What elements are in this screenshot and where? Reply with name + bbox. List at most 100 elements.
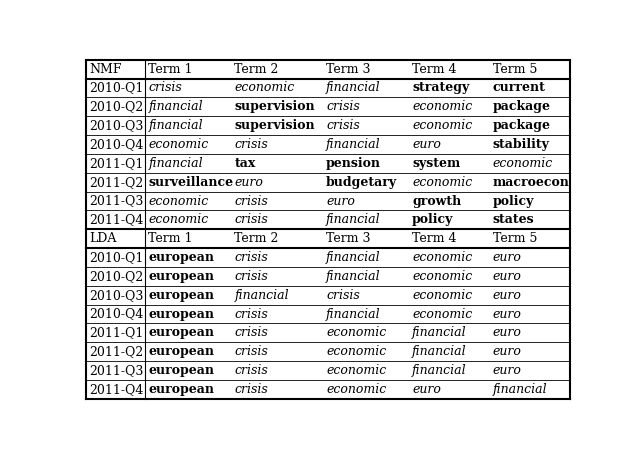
Text: states: states xyxy=(493,213,534,227)
Text: 2011-Q4: 2011-Q4 xyxy=(90,383,144,396)
Text: euro: euro xyxy=(412,383,441,396)
Text: european: european xyxy=(148,364,214,377)
Text: policy: policy xyxy=(493,194,534,207)
Text: strategy: strategy xyxy=(412,81,469,94)
Text: 2011-Q4: 2011-Q4 xyxy=(90,213,144,227)
Text: 2010-Q4: 2010-Q4 xyxy=(90,138,144,151)
Text: crisis: crisis xyxy=(326,119,360,132)
Text: policy: policy xyxy=(412,213,454,227)
Text: economic: economic xyxy=(412,307,472,321)
Text: crisis: crisis xyxy=(326,100,360,114)
Text: financial: financial xyxy=(412,345,467,358)
Text: financial: financial xyxy=(148,100,203,114)
Text: 2011-Q1: 2011-Q1 xyxy=(90,326,144,340)
Text: crisis: crisis xyxy=(234,326,268,340)
Text: financial: financial xyxy=(326,81,381,94)
Text: financial: financial xyxy=(326,251,381,264)
Text: financial: financial xyxy=(412,364,467,377)
Text: Term 2: Term 2 xyxy=(234,63,279,76)
Text: Term 5: Term 5 xyxy=(493,63,537,76)
Text: Term 2: Term 2 xyxy=(234,232,279,245)
Text: economic: economic xyxy=(412,251,472,264)
Text: 2011-Q3: 2011-Q3 xyxy=(90,364,144,377)
Text: crisis: crisis xyxy=(234,138,268,151)
Text: 2010-Q2: 2010-Q2 xyxy=(90,100,143,114)
Text: Term 5: Term 5 xyxy=(493,232,537,245)
Text: economic: economic xyxy=(326,326,387,340)
Text: european: european xyxy=(148,270,214,283)
Text: economic: economic xyxy=(412,270,472,283)
Text: supervision: supervision xyxy=(234,100,315,114)
Text: Term 4: Term 4 xyxy=(412,232,457,245)
Text: 2010-Q4: 2010-Q4 xyxy=(90,307,144,321)
Text: euro: euro xyxy=(493,345,522,358)
Text: Term 1: Term 1 xyxy=(148,63,193,76)
Text: package: package xyxy=(493,100,551,114)
Text: european: european xyxy=(148,383,214,396)
Text: crisis: crisis xyxy=(234,364,268,377)
Text: economic: economic xyxy=(412,119,472,132)
Text: economic: economic xyxy=(412,100,472,114)
Text: 2011-Q1: 2011-Q1 xyxy=(90,157,144,170)
Text: 2011-Q2: 2011-Q2 xyxy=(90,176,143,189)
Text: budgetary: budgetary xyxy=(326,176,397,189)
Text: macroecon: macroecon xyxy=(493,176,570,189)
Text: surveillance: surveillance xyxy=(148,176,234,189)
Text: euro: euro xyxy=(493,251,522,264)
Text: 2010-Q3: 2010-Q3 xyxy=(90,119,144,132)
Text: financial: financial xyxy=(148,119,203,132)
Text: crisis: crisis xyxy=(234,194,268,207)
Text: economic: economic xyxy=(326,383,387,396)
Text: Term 3: Term 3 xyxy=(326,232,371,245)
Text: economic: economic xyxy=(148,194,209,207)
Text: economic: economic xyxy=(412,289,472,302)
Text: crisis: crisis xyxy=(234,383,268,396)
Text: package: package xyxy=(493,119,551,132)
Text: 2010-Q2: 2010-Q2 xyxy=(90,270,143,283)
Text: financial: financial xyxy=(326,213,381,227)
Text: financial: financial xyxy=(326,138,381,151)
Text: 2010-Q3: 2010-Q3 xyxy=(90,289,144,302)
Text: Term 1: Term 1 xyxy=(148,232,193,245)
Text: european: european xyxy=(148,289,214,302)
Text: financial: financial xyxy=(326,270,381,283)
Text: european: european xyxy=(148,251,214,264)
Text: economic: economic xyxy=(234,81,294,94)
Text: euro: euro xyxy=(234,176,263,189)
Text: crisis: crisis xyxy=(234,307,268,321)
Text: pension: pension xyxy=(326,157,381,170)
Text: financial: financial xyxy=(148,157,203,170)
Text: euro: euro xyxy=(493,289,522,302)
Text: supervision: supervision xyxy=(234,119,315,132)
Text: euro: euro xyxy=(493,307,522,321)
Text: euro: euro xyxy=(493,364,522,377)
Text: LDA: LDA xyxy=(90,232,116,245)
Text: euro: euro xyxy=(493,270,522,283)
Text: Term 3: Term 3 xyxy=(326,63,371,76)
Text: economic: economic xyxy=(148,213,209,227)
Text: crisis: crisis xyxy=(234,213,268,227)
Text: economic: economic xyxy=(412,176,472,189)
Text: crisis: crisis xyxy=(234,345,268,358)
Text: euro: euro xyxy=(412,138,441,151)
Text: 2011-Q3: 2011-Q3 xyxy=(90,194,144,207)
Text: financial: financial xyxy=(412,326,467,340)
Text: stability: stability xyxy=(493,138,550,151)
Text: 2010-Q1: 2010-Q1 xyxy=(90,251,144,264)
Text: crisis: crisis xyxy=(326,289,360,302)
Text: economic: economic xyxy=(326,345,387,358)
Text: european: european xyxy=(148,307,214,321)
Text: crisis: crisis xyxy=(234,270,268,283)
Text: system: system xyxy=(412,157,460,170)
Text: 2011-Q2: 2011-Q2 xyxy=(90,345,143,358)
Text: Term 4: Term 4 xyxy=(412,63,457,76)
Text: economic: economic xyxy=(326,364,387,377)
Text: euro: euro xyxy=(326,194,355,207)
Text: financial: financial xyxy=(493,383,547,396)
Text: european: european xyxy=(148,345,214,358)
Text: NMF: NMF xyxy=(90,63,122,76)
Text: economic: economic xyxy=(493,157,553,170)
Text: economic: economic xyxy=(148,138,209,151)
Text: european: european xyxy=(148,326,214,340)
Text: financial: financial xyxy=(234,289,289,302)
